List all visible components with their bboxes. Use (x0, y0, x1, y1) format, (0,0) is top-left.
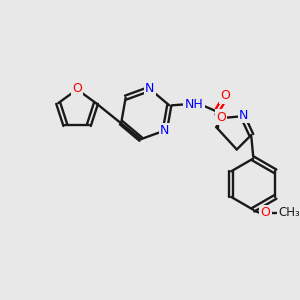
Text: O: O (72, 82, 82, 95)
Text: O: O (261, 206, 271, 219)
Text: O: O (220, 89, 230, 102)
Text: N: N (239, 109, 248, 122)
Text: O: O (216, 111, 226, 124)
Text: NH: NH (184, 98, 203, 111)
Text: N: N (160, 124, 170, 137)
Text: N: N (145, 82, 154, 95)
Text: CH₃: CH₃ (278, 206, 300, 219)
